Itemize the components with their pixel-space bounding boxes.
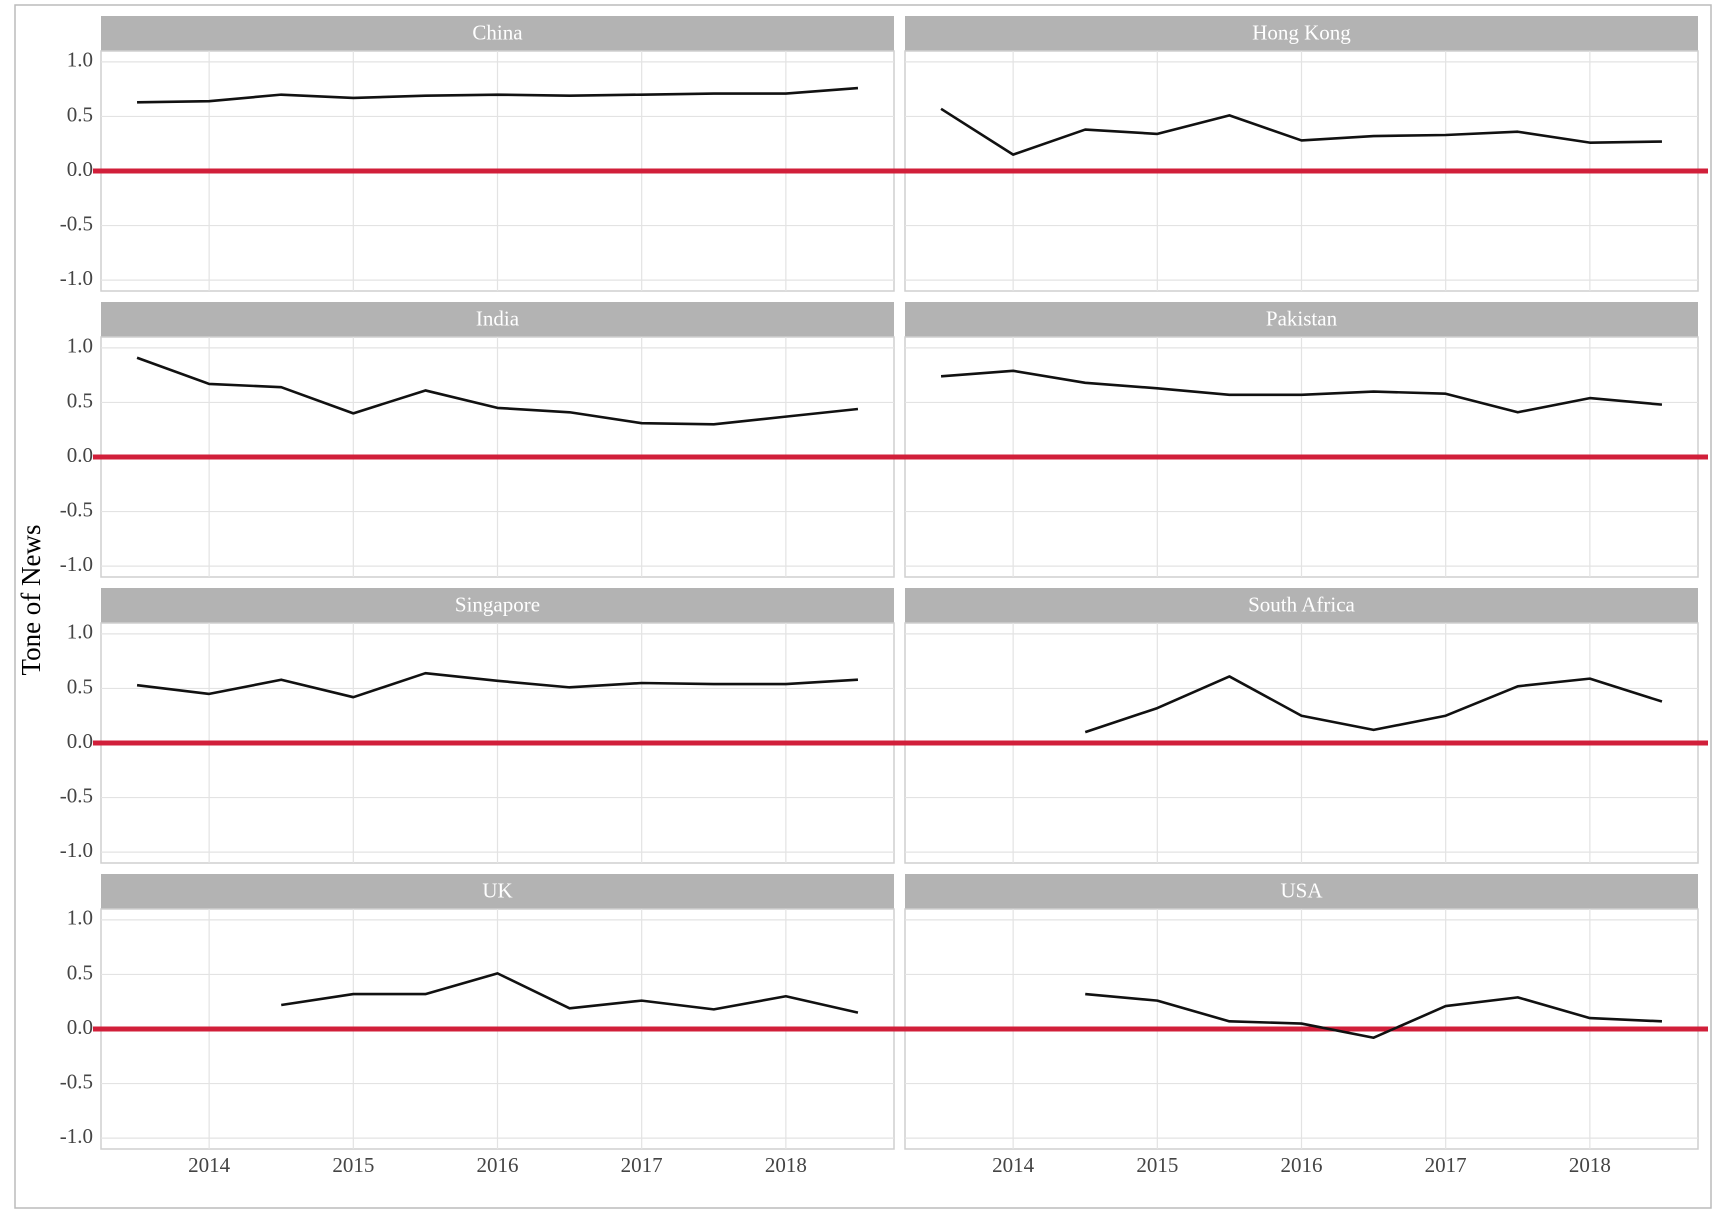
x-tick-label: 2015 — [332, 1153, 374, 1177]
data-line — [1084, 675, 1663, 734]
strip-background — [905, 588, 1698, 623]
panel-title: South Africa — [1248, 592, 1355, 616]
y-tick-label: -0.5 — [60, 497, 93, 521]
y-tick-label: -0.5 — [60, 1069, 93, 1093]
data-line — [940, 107, 1662, 156]
y-tick-label: 0.0 — [67, 157, 93, 181]
x-tick-label: 2017 — [621, 1153, 663, 1177]
y-tick-label: 0.5 — [67, 388, 93, 412]
data-line — [136, 356, 859, 426]
panel-title: UK — [482, 878, 512, 902]
y-tick-label: 0.5 — [67, 960, 93, 984]
y-tick-label: -1.0 — [60, 1124, 93, 1148]
x-tick-label: 2018 — [1569, 1153, 1611, 1177]
panel-title: China — [472, 20, 523, 44]
y-tick-label: 0.5 — [67, 102, 93, 126]
y-tick-label: 1.0 — [67, 334, 93, 358]
panel-title: Singapore — [455, 592, 540, 616]
data-line — [281, 972, 859, 1014]
x-tick-label: 2014 — [188, 1153, 231, 1177]
y-axis-label: Tone of News — [16, 524, 46, 675]
panel-title: India — [476, 306, 520, 330]
y-tick-label: -0.5 — [60, 783, 93, 807]
strip-background — [905, 874, 1698, 909]
y-tick-label: -1.0 — [60, 838, 93, 862]
outer-border — [14, 4, 1712, 1209]
x-tick-label: 2014 — [992, 1153, 1035, 1177]
data-line — [137, 86, 859, 104]
data-line — [940, 369, 1663, 414]
strip-background — [101, 874, 894, 909]
x-tick-label: 2017 — [1425, 1153, 1467, 1177]
y-tick-label: -1.0 — [60, 552, 93, 576]
y-tick-label: 0.0 — [67, 729, 93, 753]
y-tick-label: 0.5 — [67, 674, 93, 698]
y-tick-label: 0.0 — [67, 443, 93, 467]
x-tick-label: 2018 — [765, 1153, 807, 1177]
x-tick-label: 2016 — [1281, 1153, 1323, 1177]
panel-title: Hong Kong — [1252, 20, 1351, 44]
y-tick-label: -0.5 — [60, 211, 93, 235]
strip-background — [101, 588, 894, 623]
y-tick-label: 1.0 — [67, 906, 93, 930]
panel-title: Pakistan — [1266, 306, 1338, 330]
strip-background — [905, 302, 1698, 337]
x-tick-label: 2016 — [477, 1153, 519, 1177]
data-line — [136, 671, 859, 699]
y-tick-label: 0.0 — [67, 1015, 93, 1039]
strip-background — [905, 16, 1698, 51]
strip-background — [101, 302, 894, 337]
strip-background — [101, 16, 894, 51]
y-tick-label: 1.0 — [67, 48, 93, 72]
x-tick-label: 2015 — [1136, 1153, 1178, 1177]
panel-title: USA — [1280, 878, 1323, 902]
y-tick-label: -1.0 — [60, 266, 93, 290]
data-line — [1085, 992, 1663, 1040]
y-tick-label: 1.0 — [67, 620, 93, 644]
